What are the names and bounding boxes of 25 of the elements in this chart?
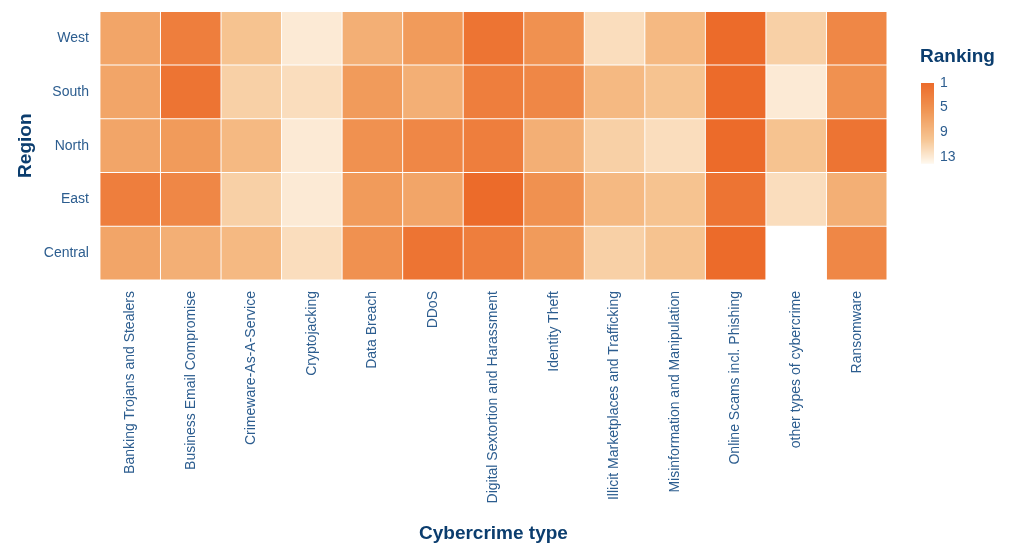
x-tick-label: Ransomware bbox=[847, 290, 864, 374]
x-tick-label: Crimeware-As-A-Service bbox=[242, 290, 259, 446]
x-axis-title: Cybercrime type bbox=[419, 521, 568, 543]
x-tick-label: Banking Trojans and Stealers bbox=[121, 291, 138, 474]
x-tick-label: Identity Theft bbox=[544, 290, 561, 372]
color-bar-label: 5 bbox=[940, 98, 948, 115]
x-tick-label: Cryptojacking bbox=[302, 291, 319, 376]
color-bar-label: 9 bbox=[940, 123, 948, 140]
color-bar-title: Ranking bbox=[920, 45, 995, 67]
y-tick-label: North bbox=[54, 136, 89, 153]
x-tick-label: Business Email Compromise bbox=[181, 290, 198, 470]
x-tick-label: other types of cybercrime bbox=[787, 290, 804, 449]
x-tick-label: Online Scams incl. Phishing bbox=[726, 291, 743, 465]
y-tick-label: East bbox=[60, 190, 90, 207]
x-tick-label: DDoS bbox=[423, 291, 440, 329]
color-bar-label: 13 bbox=[940, 147, 956, 164]
y-tick-label: South bbox=[52, 82, 89, 99]
x-tick-label: Illicit Marketplaces and Trafficking bbox=[605, 291, 622, 501]
y-axis-title: Region bbox=[13, 113, 35, 178]
color-bar-label: 1 bbox=[940, 73, 948, 90]
x-tick-label: Misinformation and Manipulation bbox=[665, 291, 682, 493]
y-tick-label: West bbox=[57, 29, 90, 46]
y-tick-label: Central bbox=[43, 244, 89, 260]
x-tick-label: Digital Sextortion and Harassment bbox=[484, 290, 501, 504]
x-tick-label: Data Breach bbox=[363, 291, 380, 369]
